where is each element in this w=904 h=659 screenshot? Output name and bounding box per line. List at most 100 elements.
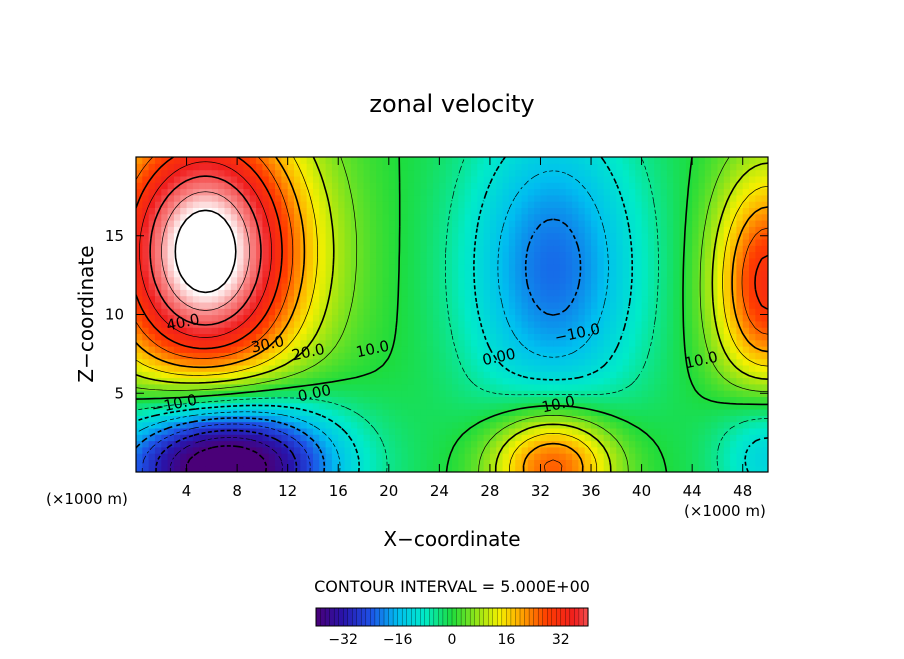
heatmap-cell	[331, 390, 339, 397]
heatmap-cell	[628, 396, 636, 404]
heatmap-cell	[148, 276, 156, 284]
heatmap-cell	[591, 283, 598, 290]
heatmap-cell	[616, 201, 624, 208]
heatmap-cell	[546, 251, 554, 259]
heatmap-cell	[477, 188, 485, 196]
heatmap-cell	[704, 409, 712, 416]
heatmap-cell	[496, 371, 504, 379]
heatmap-cell	[685, 188, 693, 196]
heatmap-cell	[749, 377, 756, 385]
heatmap-cell	[730, 421, 737, 429]
heatmap-cell	[452, 421, 459, 429]
heatmap-cell	[502, 415, 510, 423]
heatmap-cell	[755, 352, 763, 360]
heatmap-cell	[673, 434, 681, 442]
heatmap-cell	[186, 295, 194, 303]
heatmap-cell	[622, 220, 630, 227]
heatmap-cell	[357, 283, 365, 290]
heatmap-cell	[749, 201, 756, 208]
heatmap-cell	[635, 169, 643, 177]
heatmap-cell	[546, 188, 554, 196]
heatmap-cell	[622, 169, 630, 177]
heatmap-cell	[275, 339, 282, 347]
heatmap-cell	[161, 459, 169, 467]
heatmap-cell	[167, 201, 175, 208]
heatmap-cell	[401, 201, 409, 208]
heatmap-cell	[312, 371, 320, 379]
heatmap-cell	[281, 308, 289, 316]
heatmap-cell	[610, 188, 617, 196]
heatmap-cell	[578, 390, 586, 397]
heatmap-cell	[312, 238, 320, 246]
heatmap-cell	[704, 427, 712, 435]
heatmap-cell	[224, 182, 232, 190]
heatmap-cell	[458, 440, 466, 448]
heatmap-cell	[338, 396, 346, 404]
heatmap-cell	[464, 245, 472, 253]
heatmap-cell	[350, 301, 358, 309]
heatmap-cell	[230, 245, 238, 253]
heatmap-cell	[527, 371, 535, 379]
heatmap-cell	[205, 465, 213, 472]
heatmap-cell	[357, 434, 365, 442]
heatmap-cell	[142, 346, 150, 353]
heatmap-cell	[692, 301, 700, 309]
heatmap-cell	[736, 169, 744, 177]
heatmap-cell	[256, 446, 263, 454]
heatmap-cell	[654, 157, 662, 164]
heatmap-cell	[319, 440, 327, 448]
heatmap-cell	[218, 346, 226, 353]
heatmap-cell	[527, 346, 535, 353]
heatmap-cell	[407, 289, 415, 297]
heatmap-cell	[218, 157, 226, 164]
heatmap-cell	[186, 308, 194, 316]
heatmap-cell	[395, 308, 403, 316]
heatmap-cell	[414, 333, 421, 341]
heatmap-cell	[685, 358, 693, 366]
heatmap-cell	[275, 327, 282, 334]
heatmap-cell	[237, 327, 245, 334]
heatmap-cell	[148, 377, 156, 385]
heatmap-cell	[306, 409, 314, 416]
heatmap-cell	[578, 364, 586, 372]
heatmap-cell	[306, 383, 314, 391]
heatmap-cell	[591, 459, 598, 467]
heatmap-cell	[452, 390, 459, 397]
heatmap-cell	[660, 220, 668, 227]
heatmap-cell	[597, 283, 605, 290]
heatmap-cell	[660, 188, 668, 196]
heatmap-cell	[173, 301, 181, 309]
heatmap-cell	[496, 434, 504, 442]
heatmap-cell	[186, 427, 194, 435]
heatmap-cell	[546, 157, 554, 164]
heatmap-cell	[445, 257, 453, 265]
heatmap-cell	[376, 459, 384, 467]
heatmap-cell	[761, 465, 768, 472]
heatmap-cell	[610, 434, 617, 442]
heatmap-cell	[628, 364, 636, 372]
heatmap-cell	[483, 427, 491, 435]
heatmap-cell	[578, 169, 586, 177]
heatmap-cell	[540, 182, 548, 190]
heatmap-cell	[369, 276, 377, 284]
heatmap-cell	[622, 270, 630, 278]
heatmap-cell	[256, 251, 263, 259]
heatmap-cell	[357, 390, 365, 397]
heatmap-cell	[508, 283, 516, 290]
heatmap-cell	[395, 207, 403, 215]
heatmap-cell	[603, 301, 611, 309]
heatmap-cell	[458, 415, 466, 423]
heatmap-cell	[508, 175, 516, 183]
heatmap-cell	[306, 289, 314, 297]
heatmap-cell	[515, 257, 523, 265]
heatmap-cell	[704, 358, 712, 366]
heatmap-cell	[704, 264, 712, 271]
heatmap-cell	[603, 421, 611, 429]
heatmap-cell	[395, 220, 403, 227]
heatmap-cell	[489, 264, 497, 271]
heatmap-cell	[464, 390, 472, 397]
heatmap-cell	[508, 421, 516, 429]
heatmap-cell	[338, 383, 346, 391]
heatmap-cell	[445, 383, 453, 391]
heatmap-cell	[167, 295, 175, 303]
